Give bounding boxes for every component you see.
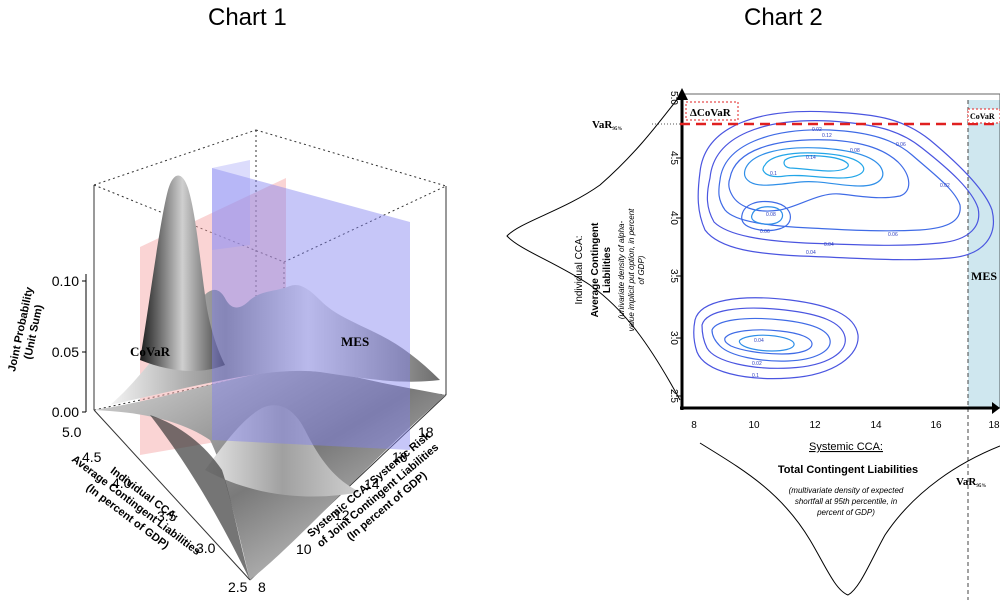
- chart2-mes-band: [968, 100, 1000, 408]
- chart2-y-tick: 4.0: [668, 211, 679, 225]
- chart2-contour-labels: 0.02 0.04 0.06 0.08 0.1 0.12 0.14 0.02 0…: [752, 127, 950, 379]
- chart1-y-tick: 2.5: [228, 579, 248, 595]
- chart2-x-tick: 16: [930, 420, 942, 431]
- chart2-x-tick: 8: [691, 420, 697, 431]
- contour-label: 0.04: [754, 338, 764, 344]
- chart2-x-label-desc2: shortfall at 95th percentile, in: [795, 497, 898, 506]
- chart2-y-label-title1: Average Contingent: [590, 222, 601, 317]
- chart1-blue-plane: [212, 168, 410, 450]
- chart2-y-tick: 2.5: [668, 389, 679, 403]
- chart2-x-label-title: Total Contingent Liabilities: [778, 464, 918, 476]
- chart2-var-left-label: VaR95%: [592, 119, 622, 132]
- contour-label: 0.02: [752, 361, 762, 367]
- chart2-y-tick: 5.0: [668, 91, 679, 105]
- chart1-covar-label: CoVaR: [130, 344, 171, 359]
- chart1-bottom-left-edge: [93, 409, 251, 581]
- chart2-x-tick: 10: [748, 420, 760, 431]
- chart2-covar-box: [967, 108, 1000, 124]
- chart2-y-tick: 3.5: [668, 269, 679, 283]
- chart2-y-tick: 4.5: [668, 151, 679, 165]
- chart1-x-tick: 10: [296, 541, 312, 557]
- contour-label: 0.04: [824, 242, 834, 248]
- chart1-y-tick: 4.0: [112, 475, 132, 491]
- chart1-blue-plane-side: [212, 160, 250, 250]
- contour-label: 0.02: [940, 183, 950, 189]
- chart2-left-marginal: [506, 95, 681, 401]
- chart2-x-tick: 14: [870, 420, 882, 431]
- chart1-y-tick: 3.5: [157, 508, 177, 524]
- chart1-surface-shadow: [150, 415, 250, 580]
- contour-label: 0.12: [822, 133, 832, 139]
- chart1-z-axis: 0.10 0.05 0.00 Joint Probability (Unit S…: [6, 273, 87, 420]
- chart2-y-label-desc1: (univariate density of alpha-: [617, 221, 626, 320]
- chart1-x-tick: 18: [418, 424, 434, 440]
- chart2-x-tick: 12: [809, 420, 821, 431]
- chart1-x-tick: 14: [364, 476, 380, 492]
- contour-label: 0.06: [896, 142, 906, 148]
- chart1-surface-peak: [140, 175, 225, 372]
- contour-label: 0.1: [752, 373, 759, 379]
- chart2-y-tick: 3.0: [668, 331, 679, 345]
- chart1-z-tick: 0.05: [52, 344, 79, 360]
- contour-label: 0.1: [770, 171, 777, 177]
- chart1-mes-label: MES: [341, 334, 369, 349]
- chart1-surface-bump: [205, 405, 360, 497]
- chart2-contours-lower: [693, 297, 859, 380]
- chart1-z-tick: 0.10: [52, 273, 79, 289]
- chart2-y-label-desc3: of GDP): [637, 255, 646, 284]
- chart1-y-tick: 3.0: [196, 540, 216, 556]
- chart2-delta-covar-label: ΔCoVaR: [690, 107, 732, 119]
- chart1-title: Chart 1: [208, 4, 287, 31]
- chart2-y-label-desc2: value implicit put option, in percent: [627, 208, 636, 332]
- chart2-x-ticks: 8 10 12 14 16 18: [691, 420, 1000, 431]
- chart2-y-label-title2: Liabilities: [602, 247, 613, 294]
- contour-label: 0.08: [766, 212, 776, 218]
- chart1-x-tick: 8: [258, 579, 266, 595]
- chart1: CoVaR MES 0.10 0.05 0.00 Joint Probabili…: [6, 129, 447, 595]
- chart2-covar-label: CoVaR: [970, 112, 995, 121]
- chart2-x-label: Systemic CCA:: [809, 441, 883, 453]
- chart1-y-tick: 5.0: [62, 424, 82, 440]
- chart2-mes-label: MES: [971, 269, 997, 283]
- chart1-x-tick: 12: [334, 507, 350, 523]
- chart1-x-tick: 16: [392, 449, 408, 465]
- contour-label: 0.14: [806, 155, 816, 161]
- chart2-x-label-desc3: percent of GDP): [816, 508, 875, 517]
- contour-label: 0.06: [760, 229, 770, 235]
- contour-label: 0.02: [812, 127, 822, 133]
- chart2-delta-covar-box: [685, 101, 739, 121]
- chart1-z-tick: 0.00: [52, 404, 79, 420]
- contour-label: 0.06: [888, 232, 898, 238]
- contour-label: 0.08: [850, 148, 860, 154]
- chart2-x-label-desc1: (multivariate density of expected: [789, 486, 904, 495]
- chart2: 2.5 3.0 3.5 4.0 4.5 5.0 8 10 12 14 16 18: [506, 88, 1000, 600]
- chart1-y-tick: 4.5: [82, 449, 102, 465]
- chart2-y-label-group: Individual CCA: Average Contingent Liabi…: [574, 208, 646, 332]
- chart2-x-tick: 18: [988, 420, 1000, 431]
- chart2-y-label: Individual CCA:: [574, 236, 585, 305]
- chart1-y-label-sub: Average Contingent Liabilities: [69, 453, 202, 558]
- chart2-bottom-marginal: [699, 442, 1000, 596]
- chart2-y-ticks: 2.5 3.0 3.5 4.0 4.5 5.0: [668, 91, 682, 403]
- chart2-contours-upper: [697, 110, 994, 261]
- contour-label: 0.04: [806, 250, 816, 256]
- chart2-x-axis-arrow: [992, 402, 1000, 414]
- chart2-title: Chart 2: [744, 4, 823, 31]
- chart2-x-label-group: Systemic CCA: Total Contingent Liabiliti…: [778, 441, 918, 517]
- chart2-var-bottom-label: VaR95%: [956, 476, 986, 489]
